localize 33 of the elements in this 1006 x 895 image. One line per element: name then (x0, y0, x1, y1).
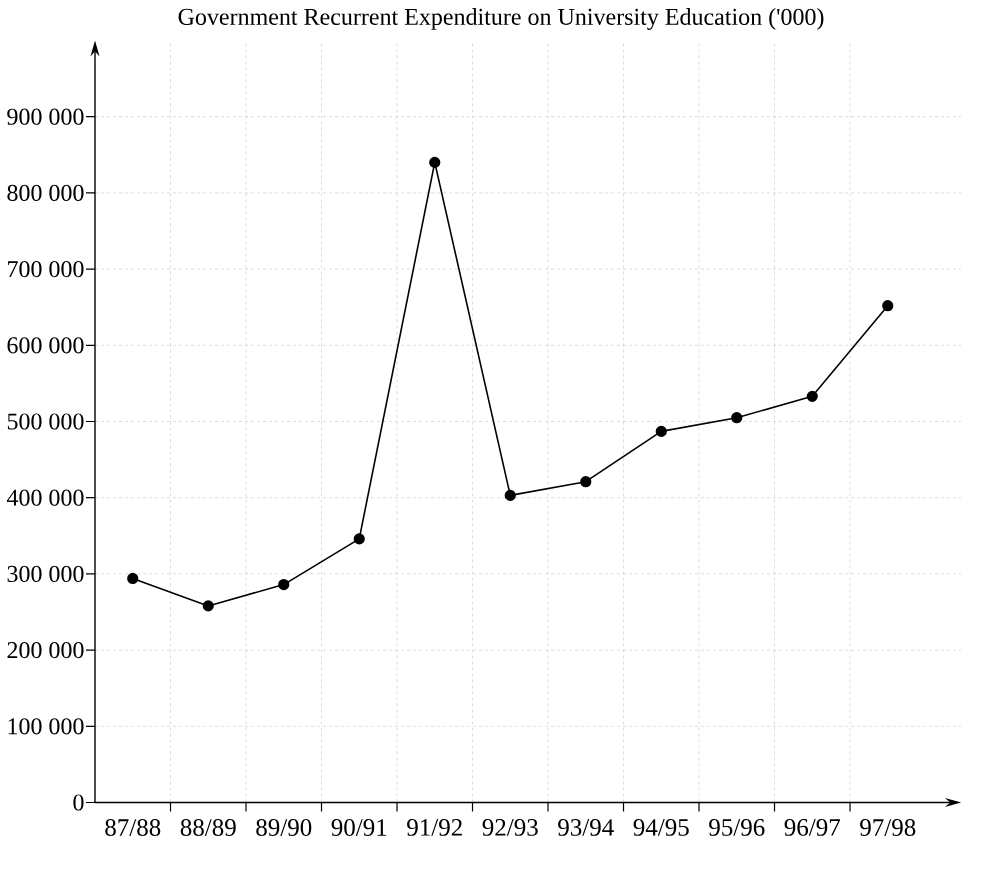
x-tick-label: 96/97 (784, 819, 841, 836)
chart-title: Government Recurrent Expenditure on University Education ('000) (178, 8, 824, 30)
point (202, 600, 214, 612)
x-tick-label: 97/98 (860, 819, 916, 836)
point (882, 300, 894, 312)
y-tick-label: 0 (73, 794, 84, 811)
point (504, 489, 516, 502)
x-tick-label: 91/92 (407, 819, 462, 836)
y-tick-label: 800 000 (7, 184, 84, 201)
x-tick-label: 95/96 (709, 819, 765, 836)
y-tick-label: 400 000 (6, 489, 84, 506)
y-tick-label: 600 000 (7, 337, 84, 354)
x-tick-label: 92/93 (482, 819, 538, 836)
y-tick-label: 200 000 (7, 642, 84, 659)
x-tick-label: 88/89 (180, 819, 236, 836)
y-tick-label: 500 000 (7, 413, 84, 430)
x-tick-label: 93/94 (558, 819, 614, 836)
x-tick-label: 94/95 (633, 819, 689, 836)
y-tick-label: 300 000 (7, 565, 84, 582)
point (429, 156, 441, 169)
point (353, 533, 365, 545)
x-tick-label: 90/91 (331, 819, 387, 836)
point (655, 425, 667, 437)
y-tick-label: 100 000 (8, 718, 84, 735)
x-tick-label: 89/90 (256, 819, 312, 836)
point (806, 390, 818, 402)
point (127, 572, 139, 585)
point (278, 578, 290, 591)
point (580, 476, 592, 488)
y-tick-label: 700 000 (8, 260, 84, 278)
x-tick-label: 87/88 (105, 819, 161, 836)
y-tick-label: 900 000 (7, 108, 84, 125)
point (731, 412, 743, 424)
